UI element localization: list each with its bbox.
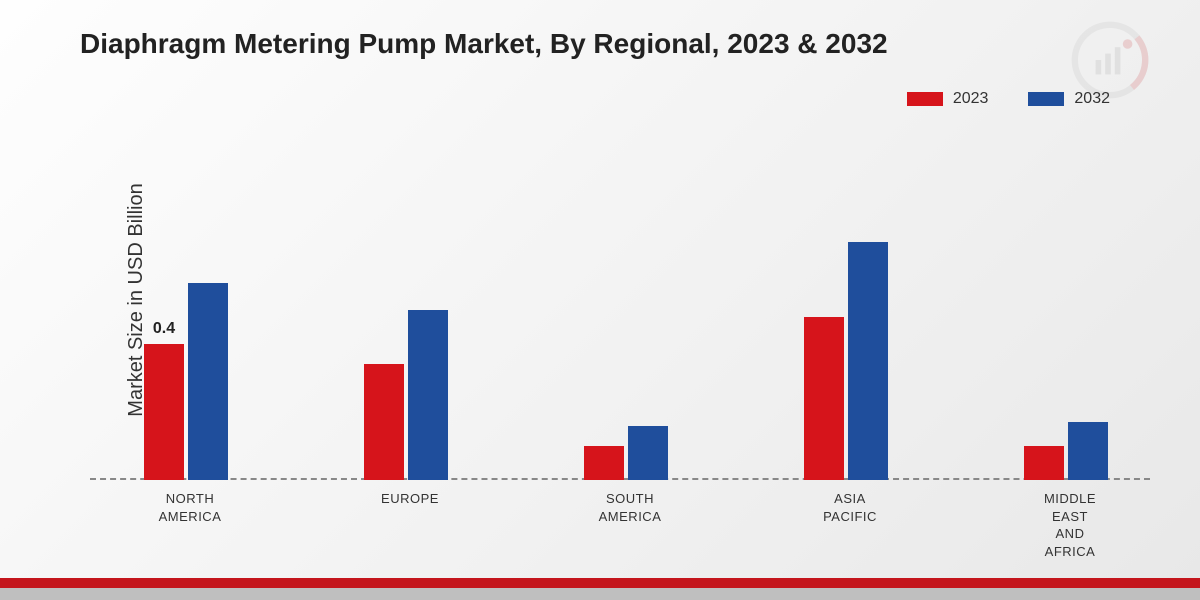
x-category-label: MIDDLE EAST AND AFRICA [1044, 490, 1096, 560]
legend-swatch-2023 [907, 92, 943, 106]
chart-title: Diaphragm Metering Pump Market, By Regio… [80, 28, 888, 60]
bar [188, 283, 228, 480]
legend-item-2023: 2023 [907, 90, 989, 108]
bar [628, 426, 668, 480]
x-category-label: NORTH AMERICA [159, 490, 222, 525]
bar [364, 364, 404, 480]
bar: 0.4 [144, 344, 184, 480]
legend-item-2032: 2032 [1028, 90, 1110, 108]
bar [1068, 422, 1108, 480]
bar [848, 242, 888, 480]
bar [584, 446, 624, 480]
footer-accent-bar [0, 578, 1200, 588]
bar [408, 310, 448, 480]
x-category-label: EUROPE [381, 490, 439, 508]
bar [1024, 446, 1064, 480]
chart-container: Diaphragm Metering Pump Market, By Regio… [0, 0, 1200, 600]
x-category-label: ASIA PACIFIC [823, 490, 877, 525]
x-category-label: SOUTH AMERICA [599, 490, 662, 525]
watermark-logo-icon [1070, 20, 1150, 100]
footer-base-bar [0, 588, 1200, 600]
legend-swatch-2032 [1028, 92, 1064, 106]
plot-area: 0.4NORTH AMERICAEUROPESOUTH AMERICAASIA … [90, 140, 1150, 480]
bar-value-label: 0.4 [153, 320, 175, 338]
legend-label: 2032 [1074, 90, 1110, 108]
bar [804, 317, 844, 480]
legend-label: 2023 [953, 90, 989, 108]
legend: 2023 2032 [907, 90, 1110, 108]
